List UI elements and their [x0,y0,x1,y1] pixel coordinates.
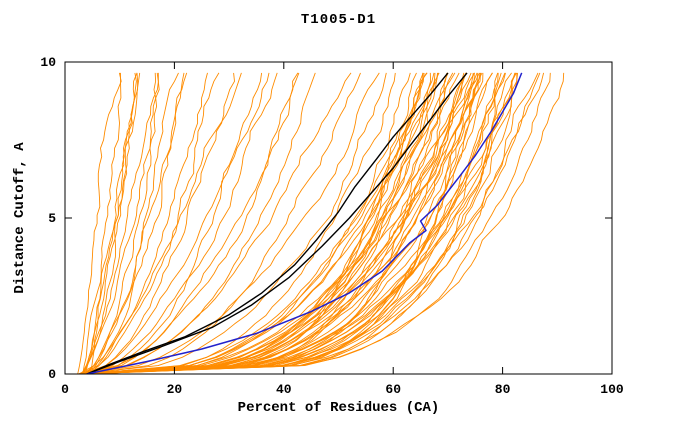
model-curve [83,72,188,374]
model-curves [77,72,565,374]
model-curve [84,72,456,374]
x-tick-label: 60 [385,382,401,397]
model-curve [84,72,427,374]
highlight-blue [86,72,523,374]
model-curve [86,72,465,374]
model-curve [86,72,179,374]
model-curve [83,72,185,374]
model-curve [80,72,411,374]
model-curve [81,72,139,374]
model-curve [77,72,454,374]
model-curve [84,72,518,374]
model-curve [88,72,270,374]
model-curve [83,72,539,374]
model-curve [85,72,460,374]
model-curve [81,72,482,374]
model-curve [88,72,480,374]
model-curve [82,72,468,374]
model-curve [88,72,475,374]
x-tick-label: 40 [276,382,292,397]
model-curve [78,72,565,374]
x-tick-label: 100 [600,382,624,397]
chart-title: T1005-D1 [300,12,377,28]
model-curve [83,72,467,374]
reference-black-2 [86,72,468,374]
reference-black-1 [86,72,449,374]
model-curve [80,72,506,374]
model-curve [78,72,387,374]
model-curve [80,72,352,374]
model-curve [81,72,235,374]
model-curve [78,72,478,374]
model-curve [79,72,551,374]
model-curve [81,72,499,374]
model-curve [88,72,158,374]
model-curve [78,72,242,374]
model-curve [77,72,122,374]
model-curve [81,72,300,374]
model-curve [78,72,512,374]
model-curve [85,72,424,374]
model-curve [82,72,159,374]
model-curve [85,72,438,374]
model-curve [82,72,122,374]
reference-curves [86,72,468,374]
model-curve [80,72,380,374]
y-tick-label: 0 [48,367,56,382]
model-curve [84,72,519,374]
model-curve [87,72,361,374]
model-curve [79,72,545,374]
x-axis-label: Percent of Residues (CA) [237,400,440,416]
model-curve [85,72,541,374]
model-curve [85,72,141,374]
axis-box [64,61,613,375]
model-curve [86,72,493,374]
model-curve [80,72,484,374]
x-tick-label: 20 [167,382,183,397]
model-curve [84,72,506,374]
y-tick-label: 5 [48,211,56,226]
model-curve [83,72,499,374]
model-curve [87,72,478,374]
curves-layer [77,72,565,374]
model-curve [85,72,278,374]
model-curve [81,72,160,374]
model-curve [78,72,449,374]
model-curve [84,72,517,374]
model-curve [85,72,263,374]
model-curve [82,72,493,374]
x-tick-label: 80 [495,382,511,397]
model-curve [86,72,439,374]
model-curve [85,72,424,374]
x-tick-label: 0 [61,382,69,397]
y-tick-label: 10 [40,55,56,70]
model-curve [89,72,137,374]
model-curve [86,72,396,374]
model-curve [83,72,138,374]
